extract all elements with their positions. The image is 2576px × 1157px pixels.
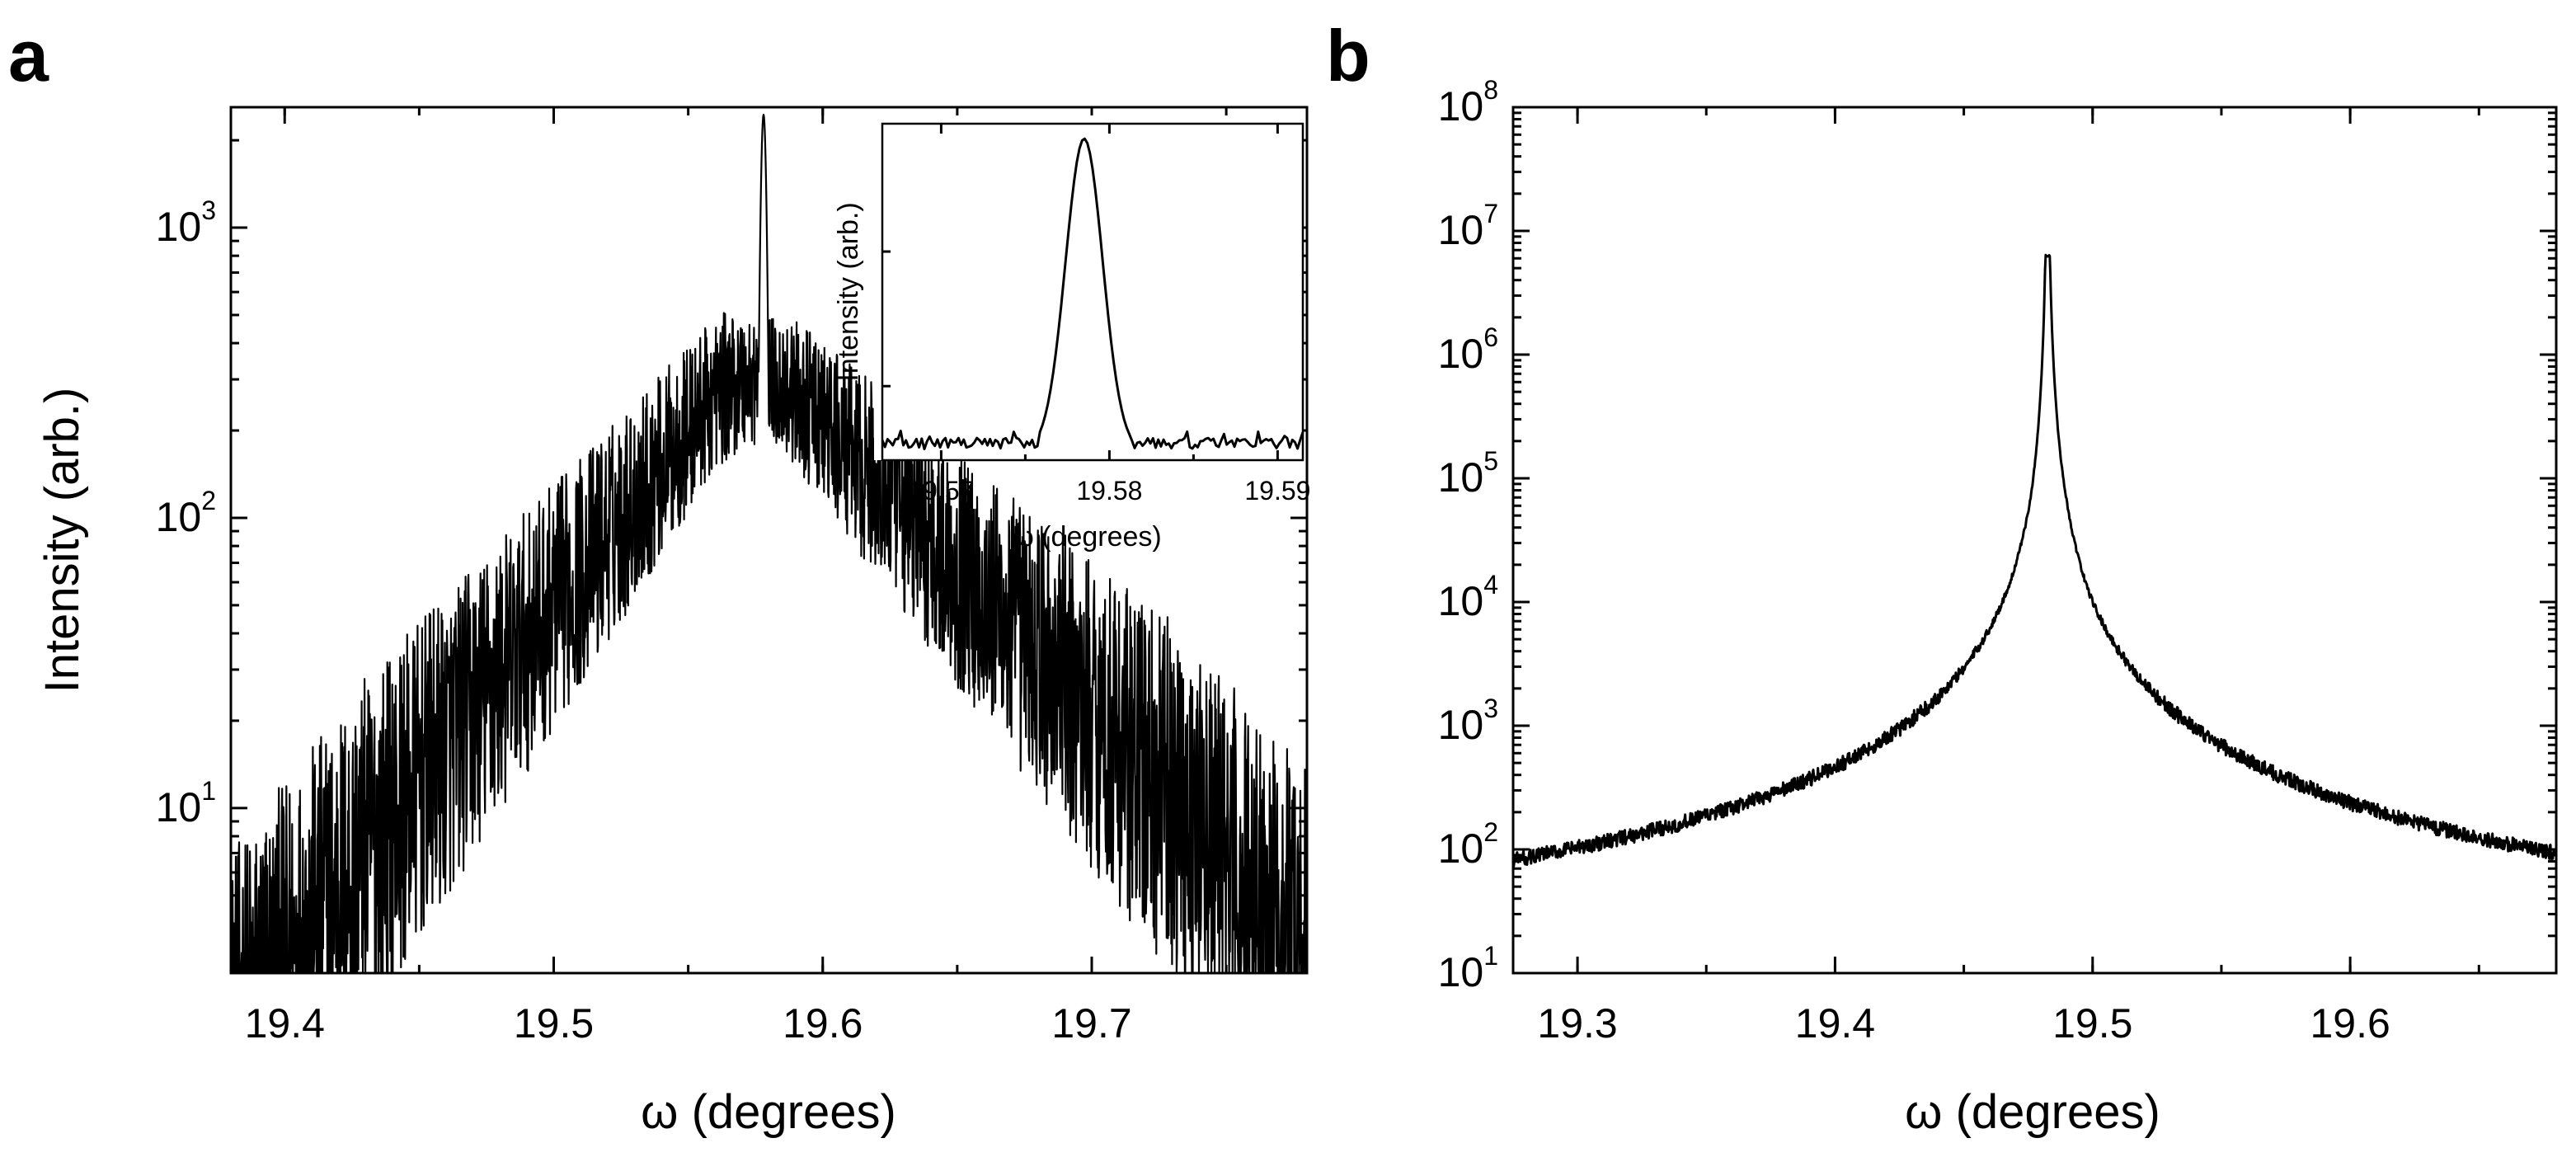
panel-b-y-tick-label: 107 [1438,199,1498,253]
inset-data-layer [881,137,1304,450]
panel-a-x-axis-title: ω (degrees) [641,1085,896,1139]
panel-b-plot-frame [1511,106,2558,975]
panel-a-inset: 19.57 19.58 19.59 ω (degrees) Intensity (a… [833,115,1310,553]
panel-a-x-axis: 19.4 19.5 19.6 19.7 [245,107,1228,1046]
inset-x-axis-title: ω (degrees) [1012,521,1162,553]
panel-a-label: a [8,15,49,96]
panel-b-x-axis: 19.3 19.4 19.5 19.6 [1537,107,2480,1046]
panel-a-plot-frame [229,106,1309,975]
panel-a-x-tick-label: 19.4 [245,1000,325,1046]
inset-x-axis: 19.57 19.58 19.59 [908,124,1310,506]
panel-a-chart: 19.4 19.5 19.6 19.7 101 102 103 ω (degrees) I… [35,106,1310,1139]
panel-b-x-tick-label: 19.6 [2310,1000,2390,1046]
panel-b-y-axis: 101 102 103 104 105 106 107 108 [1438,75,2556,995]
inset-plot-frame [881,122,1304,462]
panel-a-data-layer [230,114,1309,975]
panel-a-y-tick-label: 101 [156,776,216,830]
panel-a-x-tick-label: 19.6 [783,1000,863,1046]
panel-b-y-tick-label: 108 [1438,75,1498,129]
inset-y-axis [882,250,891,388]
inset-y-axis-title: Intensity (arb.) [833,202,864,381]
panel-b-series-line [1511,253,2558,868]
panel-a-y-tick-label: 103 [156,195,216,250]
panel-a-series-line [230,114,1309,975]
panel-a-x-tick-label: 19.7 [1051,1000,1131,1046]
inset-x-tick-label: 19.58 [1076,476,1142,506]
panel-b-y-tick-label: 104 [1438,570,1498,624]
inset-x-tick-label: 19.57 [908,476,974,506]
panel-b-x-tick-label: 19.5 [2052,1000,2132,1046]
panel-b-chart: 19.3 19.4 19.5 19.6 10110210310410510610710… [1438,75,2558,1139]
inset-x-tick-label: 19.59 [1244,476,1310,506]
panel-a-y-axis-title: Intensity (arb.) [35,388,89,694]
panel-b-y-tick-label: 103 [1438,694,1498,748]
panel-b-y-tick-label: 106 [1438,322,1498,377]
panel-a-y-axis: 101 102 103 [156,139,1307,962]
panel-a-y-tick-label: 102 [156,486,216,540]
panel-b-x-axis-title: ω (degrees) [1905,1085,2160,1139]
panel-b-x-tick-label: 19.3 [1537,1000,1617,1046]
inset-series-line [881,137,1304,450]
panel-b-x-tick-label: 19.4 [1795,1000,1875,1046]
panel-a-x-tick-label: 19.5 [514,1000,594,1046]
panel-b-label: b [1326,15,1370,96]
panel-b-y-tick-label: 102 [1438,817,1498,872]
panel-b-y-tick-label: 105 [1438,446,1498,501]
panel-b-y-tick-label: 101 [1438,941,1498,995]
panel-b-data-layer [1511,253,2558,868]
inset-background [874,115,1303,460]
